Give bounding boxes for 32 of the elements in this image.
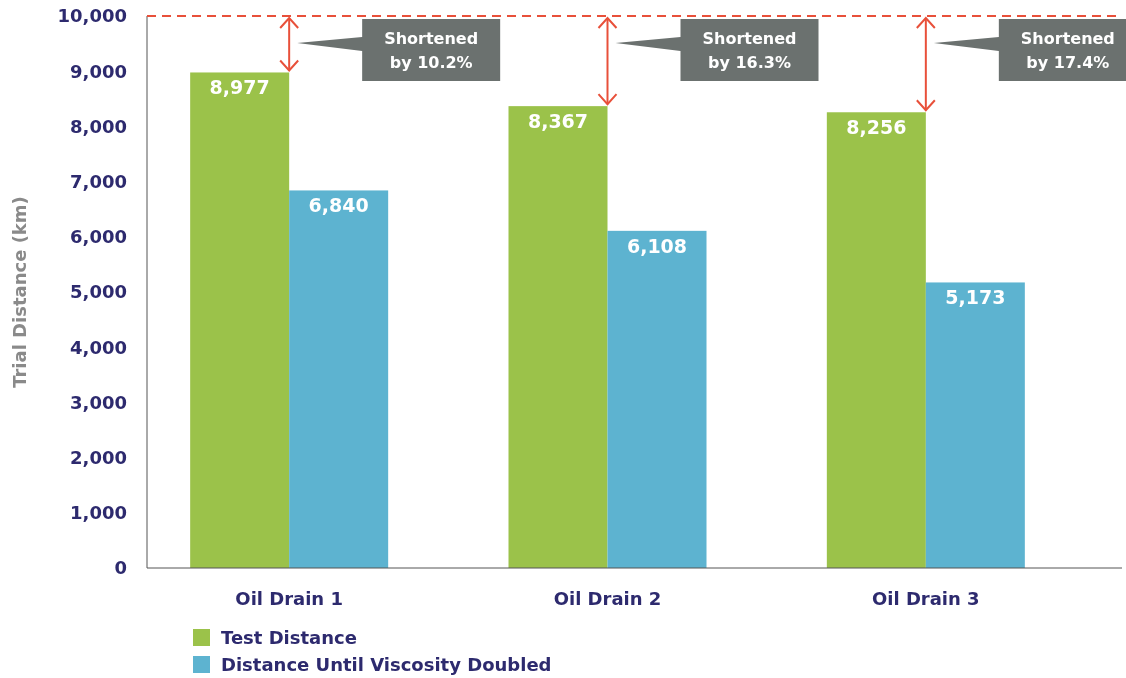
x-tick-label: Oil Drain 2	[553, 588, 662, 609]
y-tick-label: 2,000	[70, 446, 127, 468]
y-tick-label: 0	[114, 557, 127, 579]
text: 6,108	[626, 234, 688, 257]
text: 8,977	[209, 76, 270, 99]
text: 6,840	[308, 194, 369, 217]
bar	[289, 190, 389, 568]
x-tick-label: Oil Drain 3	[872, 588, 980, 609]
bar	[826, 112, 926, 568]
y-tick-label: 10,000	[57, 5, 127, 27]
legend-label: Distance Until Viscosity Doubled	[221, 654, 552, 675]
y-tick-label: 4,000	[70, 336, 127, 358]
y-tick-label: 5,000	[70, 281, 127, 303]
y-axis-title: Trial Distance (km)	[9, 196, 30, 388]
annotation: Shortened by 16.3%	[702, 29, 797, 72]
y-tick-label: 9,000	[70, 60, 127, 82]
bar	[508, 106, 608, 568]
y-tick-label: 3,000	[70, 391, 127, 413]
annotation: Shortened by 17.4%	[1020, 29, 1115, 72]
y-tick-label: 7,000	[70, 170, 127, 192]
y-tick-label: 8,000	[70, 115, 127, 137]
legend-label: Test Distance	[221, 627, 357, 648]
bar	[190, 72, 290, 568]
annotation: Shortened by 10.2%	[384, 29, 479, 72]
text: 8,367	[527, 110, 589, 133]
x-tick-label: Oil Drain 1	[235, 588, 343, 609]
text: 5,173	[945, 286, 1006, 309]
y-tick-label: 6,000	[70, 226, 127, 248]
bar	[925, 282, 1025, 568]
text: 8,256	[846, 116, 907, 139]
bar	[607, 230, 707, 568]
y-tick-label: 1,000	[70, 502, 127, 524]
